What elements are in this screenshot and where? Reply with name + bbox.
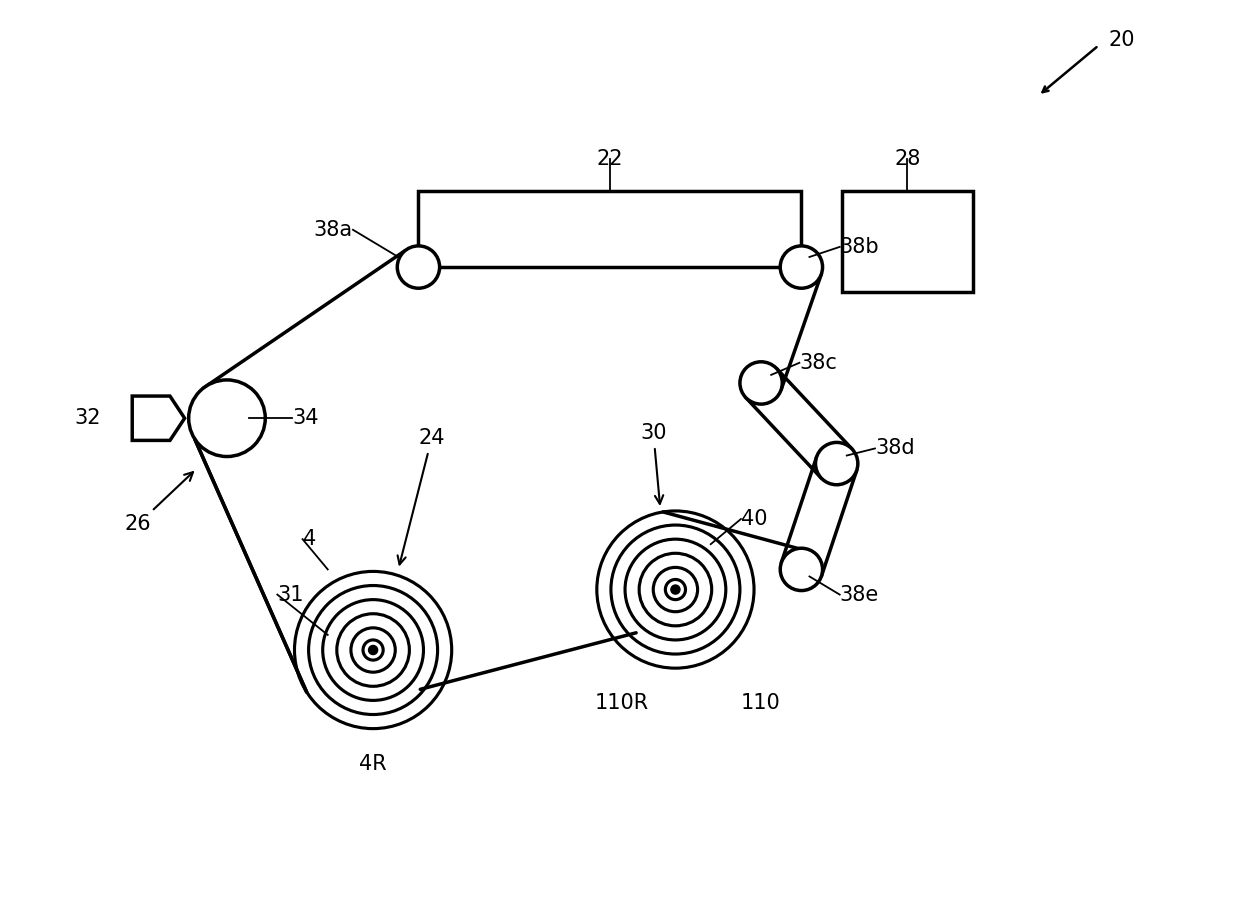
Text: 31: 31 — [278, 585, 304, 605]
Text: 38a: 38a — [314, 219, 353, 239]
Polygon shape — [133, 396, 185, 441]
Circle shape — [740, 362, 782, 405]
Text: 20: 20 — [1109, 30, 1136, 50]
Text: 32: 32 — [74, 408, 100, 428]
Text: 40: 40 — [742, 509, 768, 529]
Text: 110R: 110R — [595, 693, 649, 713]
Circle shape — [780, 246, 822, 288]
Circle shape — [397, 246, 440, 288]
Circle shape — [188, 380, 265, 456]
Text: 38e: 38e — [839, 585, 879, 605]
Circle shape — [671, 585, 680, 594]
Text: 4: 4 — [303, 529, 316, 549]
Text: 38d: 38d — [875, 438, 915, 458]
Text: 26: 26 — [125, 473, 193, 534]
Text: 4R: 4R — [360, 754, 387, 774]
Text: 38c: 38c — [800, 353, 837, 373]
Text: 22: 22 — [596, 150, 624, 170]
Text: 38b: 38b — [839, 237, 879, 257]
Circle shape — [368, 646, 378, 655]
Text: 30: 30 — [640, 424, 667, 504]
Text: 24: 24 — [398, 428, 445, 564]
Text: 28: 28 — [894, 150, 920, 170]
Text: 110: 110 — [742, 693, 781, 713]
Circle shape — [780, 548, 822, 590]
Bar — [842, 191, 972, 292]
Bar — [418, 191, 801, 267]
Text: 34: 34 — [293, 408, 319, 428]
Circle shape — [816, 443, 858, 484]
